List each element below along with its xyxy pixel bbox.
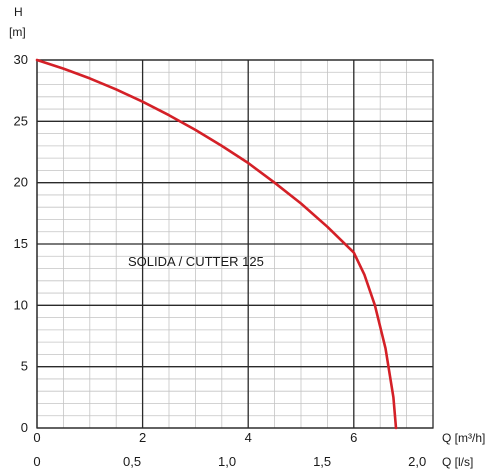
x-tick-label-secondary: 2,0 bbox=[408, 454, 426, 469]
x-tick-label-secondary: 1,5 bbox=[313, 454, 331, 469]
x-tick-labels-secondary: 0 0,5 1,0 1,5 2,0 bbox=[33, 454, 426, 469]
x-tick-label-primary: 6 bbox=[350, 430, 357, 445]
grid bbox=[36, 59, 434, 429]
y-tick-label: 25 bbox=[14, 113, 28, 128]
x-tick-label-secondary: 1,0 bbox=[218, 454, 236, 469]
x-tick-label-primary: 2 bbox=[139, 430, 146, 445]
curve-annotation: SOLIDA / CUTTER 125 bbox=[128, 254, 264, 269]
plot-frame bbox=[36, 59, 434, 429]
y-tick-label: 10 bbox=[14, 297, 28, 312]
x-axis-secondary-label: Q [l/s] bbox=[442, 455, 473, 469]
x-axis-primary-label: Q [m³/h] bbox=[442, 431, 485, 445]
pump-curve-line bbox=[35, 58, 398, 430]
x-tick-label-primary: 0 bbox=[33, 430, 40, 445]
x-tick-label-primary: 4 bbox=[245, 430, 252, 445]
x-tick-label-secondary: 0 bbox=[33, 454, 40, 469]
y-tick-label: 30 bbox=[14, 52, 28, 67]
y-axis-unit: [m] bbox=[9, 25, 26, 39]
curve-layer bbox=[35, 58, 398, 430]
y-tick-label: 5 bbox=[21, 359, 28, 374]
y-tick-label: 15 bbox=[14, 236, 28, 251]
y-tick-label: 0 bbox=[21, 420, 28, 435]
y-tick-labels: 0 5 10 15 20 25 30 bbox=[14, 52, 28, 435]
x-tick-labels-primary: 0 2 4 6 bbox=[33, 430, 357, 445]
x-tick-label-secondary: 0,5 bbox=[123, 454, 141, 469]
y-axis-title: H bbox=[14, 5, 23, 19]
y-tick-label: 20 bbox=[14, 175, 28, 190]
